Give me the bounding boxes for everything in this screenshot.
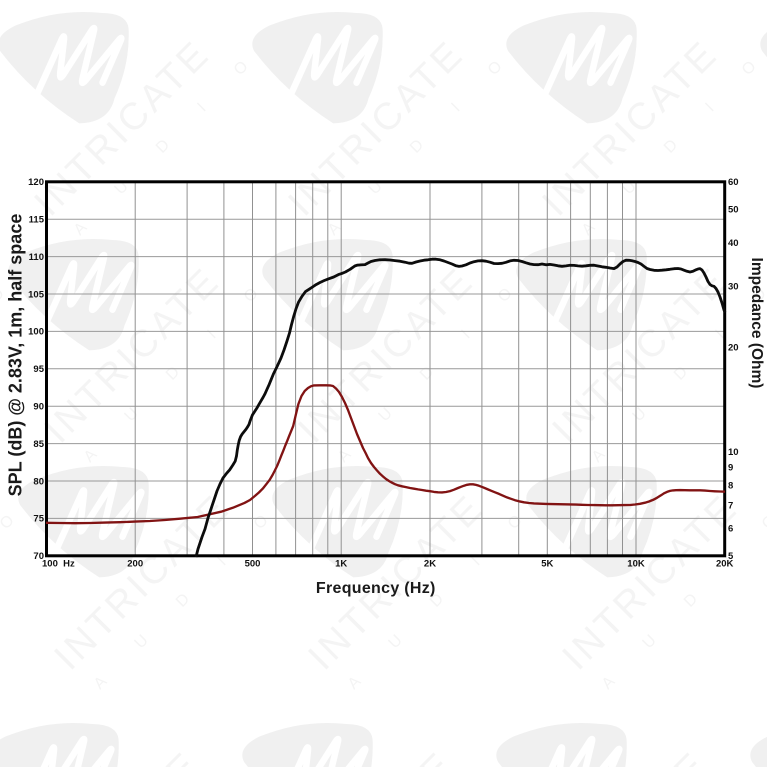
- svg-text:500: 500: [245, 559, 261, 570]
- svg-text:6: 6: [728, 524, 733, 535]
- svg-text:80: 80: [33, 476, 44, 487]
- svg-text:75: 75: [33, 514, 44, 525]
- svg-text:85: 85: [33, 439, 44, 450]
- svg-text:9: 9: [728, 463, 733, 474]
- svg-text:30: 30: [728, 281, 739, 292]
- svg-text:120: 120: [28, 177, 44, 188]
- svg-text:2K: 2K: [424, 559, 436, 570]
- svg-text:20: 20: [728, 343, 739, 354]
- svg-text:10K: 10K: [627, 559, 645, 570]
- svg-text:Impedance (Ohm): Impedance (Ohm): [748, 258, 765, 389]
- svg-text:50: 50: [728, 205, 739, 216]
- svg-text:115: 115: [29, 215, 45, 226]
- svg-text:100: 100: [28, 327, 44, 338]
- svg-text:Frequency (Hz): Frequency (Hz): [316, 580, 436, 597]
- svg-text:40: 40: [728, 238, 739, 249]
- svg-text:110: 110: [29, 252, 44, 263]
- svg-text:5K: 5K: [541, 559, 553, 570]
- svg-text:90: 90: [33, 402, 44, 413]
- svg-text:105: 105: [28, 289, 45, 300]
- svg-text:20K: 20K: [716, 559, 734, 570]
- svg-text:70: 70: [33, 551, 44, 562]
- svg-text:10: 10: [728, 447, 739, 458]
- svg-text:60: 60: [728, 177, 739, 188]
- svg-text:5: 5: [728, 551, 734, 562]
- svg-text:SPL (dB) @ 2.83V, 1m, half spa: SPL (dB) @ 2.83V, 1m, half space: [6, 214, 26, 497]
- svg-text:7: 7: [728, 501, 733, 512]
- svg-text:100 Hz: 100 Hz: [42, 559, 75, 570]
- svg-text:8: 8: [728, 480, 733, 491]
- svg-text:200: 200: [127, 559, 143, 570]
- svg-text:1K: 1K: [335, 559, 347, 570]
- svg-text:95: 95: [33, 364, 44, 375]
